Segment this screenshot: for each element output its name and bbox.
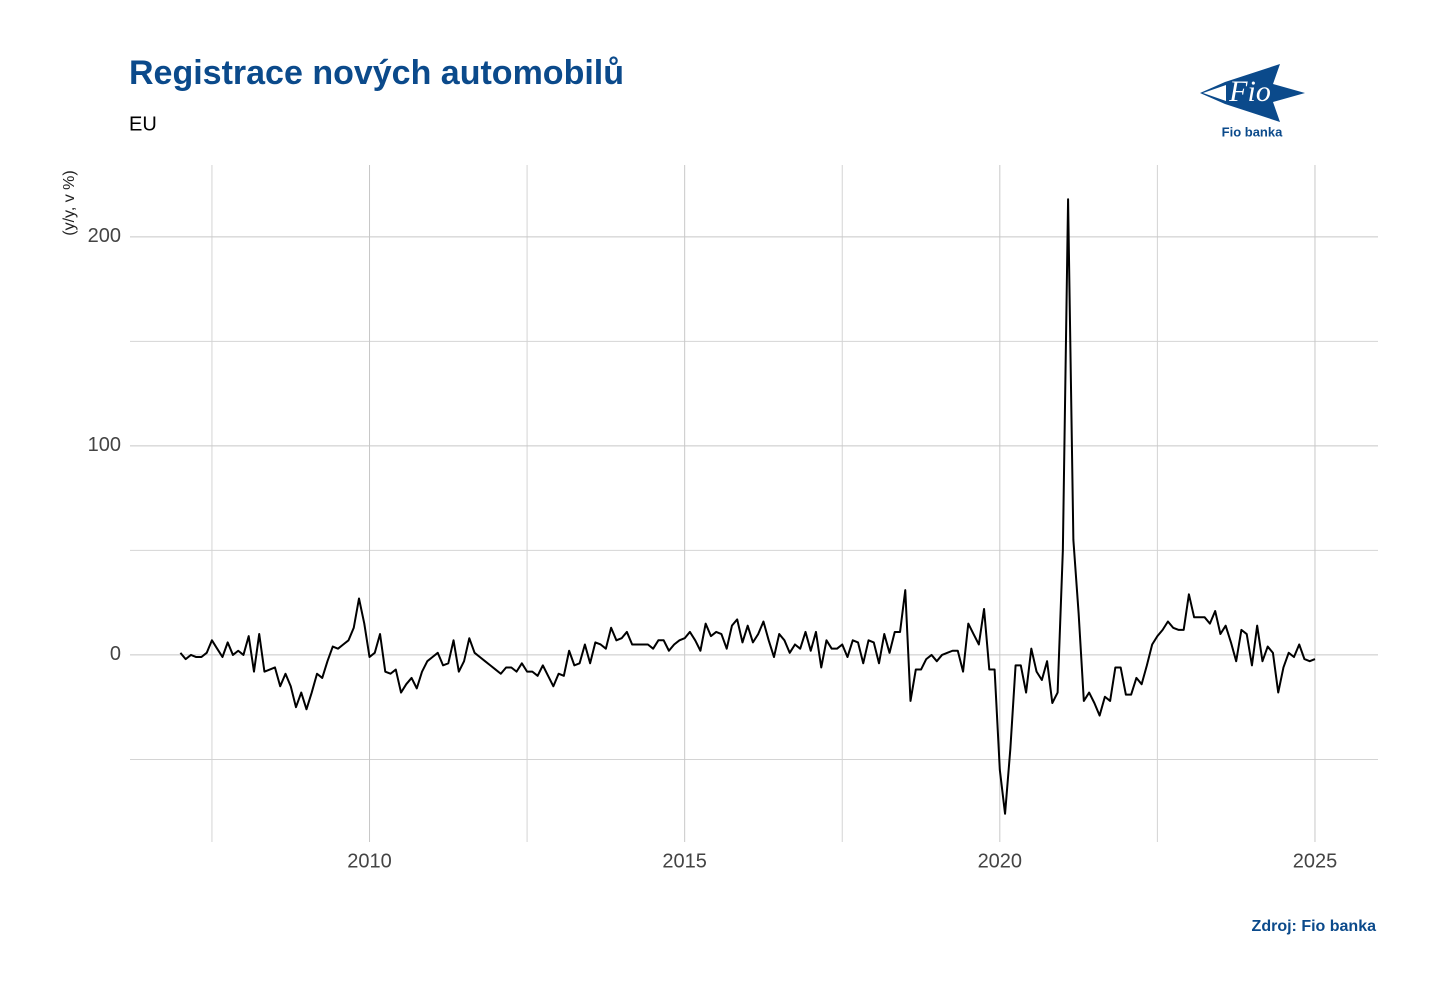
y-axis-label: (y/y, v %) bbox=[61, 170, 78, 235]
data-line bbox=[179, 198, 1316, 815]
x-tick-label: 2015 bbox=[662, 850, 707, 872]
grid: 0 100 200 2010 2015 2020 2025 bbox=[88, 165, 1378, 872]
logo-name: Fio banka bbox=[1222, 124, 1283, 139]
y-tick-label: 0 bbox=[110, 643, 121, 665]
logo: Fio Fio banka bbox=[1200, 64, 1305, 139]
logo-shape bbox=[1200, 64, 1305, 122]
source-note: Zdroj: Fio banka bbox=[1252, 918, 1377, 935]
logo-mark: Fio bbox=[1228, 75, 1271, 108]
x-tick-label: 2010 bbox=[347, 850, 392, 872]
chart-title: Registrace nových automobilů bbox=[129, 54, 624, 92]
chart-subtitle: EU bbox=[129, 113, 157, 135]
plot bbox=[179, 198, 1316, 815]
y-tick-label: 100 bbox=[88, 434, 121, 456]
y-tick-label: 200 bbox=[88, 225, 121, 247]
x-tick-label: 2020 bbox=[978, 850, 1023, 872]
logo-shape bbox=[1203, 85, 1226, 101]
x-tick-label: 2025 bbox=[1293, 850, 1338, 872]
